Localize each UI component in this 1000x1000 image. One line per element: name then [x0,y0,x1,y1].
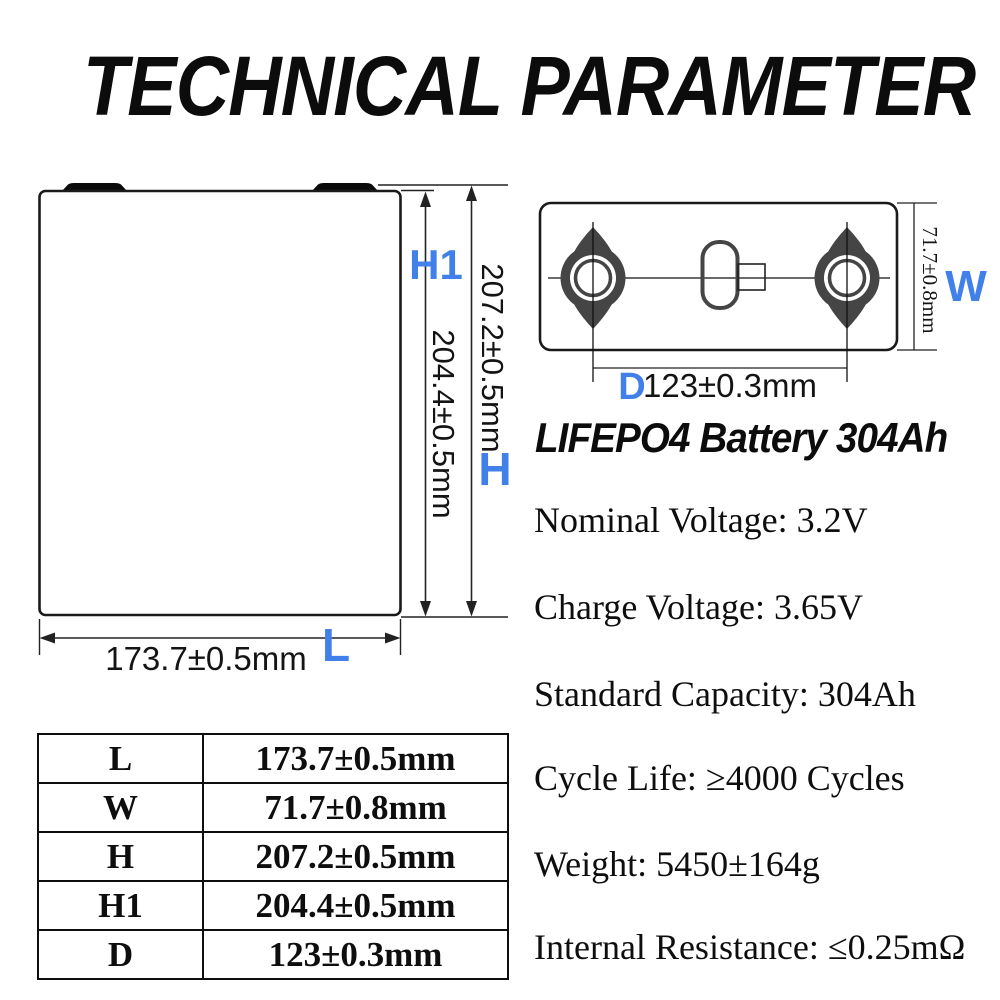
table-row: H1 204.4±0.5mm [37,880,509,931]
spec-weight: Weight: 5450±164g [534,844,820,884]
battery-body-outline [38,189,402,617]
table-param: D [37,929,204,980]
table-row: L 173.7±0.5mm [37,733,509,784]
top-view-left-terminal [560,222,626,382]
table-row: D 123±0.3mm [37,929,509,980]
table-value: 207.2±0.5mm [202,831,509,882]
vent-tab-square [737,263,766,291]
table-value: 123±0.3mm [202,929,509,980]
top-view-right-terminal [814,222,880,382]
front-left-terminal [62,183,127,191]
front-label-h1: H1 [409,241,463,288]
product-heading: LIFEPO4 Battery 304Ah [535,414,948,461]
spec-nominal-voltage: Nominal Voltage: 3.2V [534,500,868,540]
table-value: 71.7±0.8mm [202,782,509,833]
arrowhead [466,185,477,201]
arrowhead [385,632,401,644]
table-value: 173.7±0.5mm [202,733,509,784]
table-row: W 71.7±0.8mm [37,782,509,833]
front-dim-l: 173.7±0.5mm [105,640,307,677]
table-value: 204.4±0.5mm [202,880,509,931]
arrowhead [420,191,431,207]
arrowhead [420,601,431,617]
arrowhead [466,601,477,617]
battery-top-view-drawing: 71.7±0.8mm W D 123±0.3mm [538,201,987,408]
table-row: H 207.2±0.5mm [37,831,509,882]
table-param: W [37,782,204,833]
top-dim-w: 71.7±0.8mm [918,226,942,333]
spec-cycle-life: Cycle Life: ≥4000 Cycles [534,758,905,798]
top-dim-d: 123±0.3mm [643,367,817,404]
front-label-l: L [322,619,350,671]
spec-internal-resistance: Internal Resistance: ≤0.25mΩ [534,927,966,967]
arrowhead [39,632,55,644]
page-title: TECHNICAL PARAMETER [83,39,976,133]
table-param: H [37,831,204,882]
front-right-terminal [312,183,378,191]
table-param: H1 [37,880,204,931]
front-dim-204: 204.4±0.5mm [426,329,461,518]
spec-standard-capacity: Standard Capacity: 304Ah [534,674,916,714]
table-param: L [37,733,204,784]
dimension-table: L 173.7±0.5mm W 71.7±0.8mm H 207.2±0.5mm… [37,733,509,980]
battery-front-view-drawing: H1 204.4±0.5mm 207.2±0.5mm H 173.7±0.5mm… [38,183,512,677]
front-label-h: H [478,443,511,495]
top-view-casing-outline [538,201,899,352]
spec-charge-voltage: Charge Voltage: 3.65V [534,587,863,627]
front-dim-207: 207.2±0.5mm [475,263,510,452]
top-label-d: D [618,366,645,408]
top-label-w: W [945,262,987,311]
